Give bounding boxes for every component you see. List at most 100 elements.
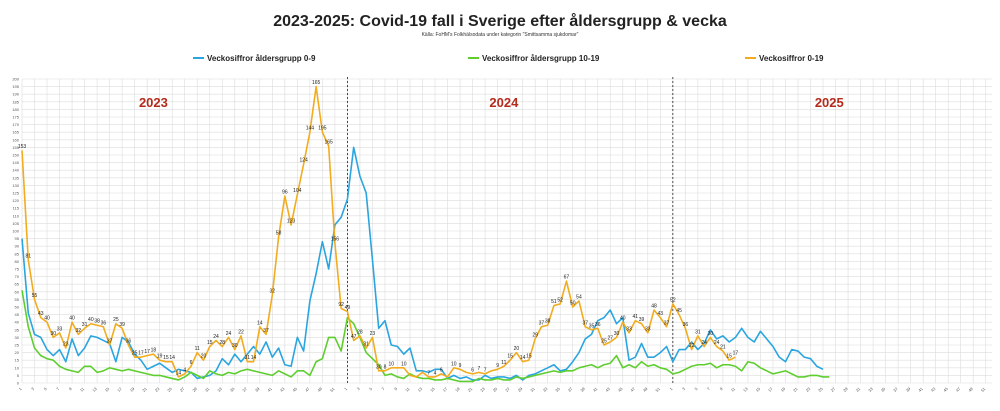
y-tick-label: 175 — [12, 115, 19, 120]
x-tick-label: 15 — [754, 386, 761, 393]
y-tick-label: 40 — [15, 320, 20, 325]
x-tick-label: 39 — [905, 386, 912, 393]
x-tick-label: 29 — [842, 386, 849, 393]
x-tick-label: 17 — [442, 386, 449, 393]
chart-subtitle: Källa: FoHM's Folkhälsodata under katego… — [422, 32, 579, 38]
x-tick-label: 45 — [942, 386, 949, 393]
y-tick-label: 140 — [12, 168, 19, 173]
x-tick-label: 13 — [417, 386, 424, 393]
data-label: 31 — [695, 329, 701, 335]
data-label: 33 — [57, 326, 63, 332]
data-label: 4 — [183, 367, 186, 373]
data-label: 48 — [651, 304, 657, 310]
x-tick-label: 11 — [404, 386, 411, 393]
data-label: 30 — [51, 331, 57, 337]
data-label: 39 — [639, 317, 645, 323]
data-label: 37 — [582, 320, 588, 326]
data-label: 165 — [312, 80, 321, 86]
data-label: 28 — [357, 329, 363, 335]
x-tick-label: 27 — [179, 386, 186, 393]
data-label: 24 — [226, 331, 232, 337]
y-tick-label: 55 — [15, 297, 20, 302]
x-tick-label: 5 — [43, 386, 49, 392]
y-tick-label: 130 — [12, 183, 19, 188]
y-tick-label: 80 — [15, 259, 20, 264]
data-label: 15 — [526, 354, 532, 360]
legend-label-0-9: Veckosiffror åldersgrupp 0-9 — [207, 54, 316, 63]
series-line-2 — [21, 85, 736, 378]
data-label: 36 — [126, 339, 132, 345]
data-label: 7 — [427, 370, 430, 376]
x-tick-label: 35 — [229, 386, 236, 393]
data-label: 45 — [676, 308, 682, 314]
data-label: 55 — [32, 293, 38, 299]
x-tick-label: 45 — [617, 386, 624, 393]
x-tick-label: 31 — [529, 386, 536, 393]
data-label: 9 — [459, 363, 462, 369]
x-tick-label: 37 — [567, 386, 574, 393]
data-label: 39 — [119, 322, 125, 328]
data-label: 40 — [44, 316, 50, 322]
data-label: 10 — [401, 361, 407, 367]
data-label: 22 — [238, 329, 244, 335]
x-tick-label: 7 — [381, 386, 387, 392]
data-label: 31 — [82, 322, 88, 328]
y-tick-label: 145 — [12, 160, 19, 165]
data-label: 17 — [733, 351, 739, 357]
data-label: 20 — [201, 354, 207, 360]
data-label: 30 — [708, 331, 714, 337]
data-label: 47 — [351, 334, 357, 340]
y-tick-label: 120 — [12, 198, 19, 203]
x-tick-label: 13 — [742, 386, 749, 393]
x-tick-label: 1 — [668, 386, 674, 392]
x-tick-label: 39 — [579, 386, 586, 393]
data-label: 195 — [318, 126, 327, 132]
x-tick-label: 51 — [980, 386, 987, 393]
x-tick-label: 9 — [393, 386, 399, 392]
x-tick-label: 47 — [955, 386, 962, 393]
data-label: 43 — [38, 311, 44, 317]
x-tick-label: 49 — [316, 386, 323, 393]
data-label: 11 — [501, 360, 506, 366]
data-label: 14 — [520, 355, 526, 361]
data-label: 15 — [726, 354, 732, 360]
year-label: 2024 — [489, 95, 519, 110]
data-label: 24 — [714, 340, 720, 346]
data-label: 10 — [388, 361, 394, 367]
data-label: 15 — [507, 354, 513, 360]
year-label: 2025 — [815, 95, 844, 110]
data-label: 30 — [232, 343, 238, 349]
x-tick-label: 41 — [592, 386, 599, 393]
x-tick-label: 5 — [693, 386, 699, 392]
data-label: 37 — [664, 320, 670, 326]
x-tick-label: 25 — [166, 386, 173, 393]
y-tick-label: 75 — [15, 267, 20, 272]
year-dividers — [347, 77, 674, 383]
y-tick-label: 180 — [12, 107, 19, 112]
y-tick-label: 10 — [15, 365, 20, 370]
grid — [21, 78, 992, 384]
data-label: 40 — [69, 316, 75, 322]
y-tick-label: 65 — [15, 282, 20, 287]
x-tick-label: 35 — [880, 386, 887, 393]
y-tick-label: 60 — [15, 289, 20, 294]
data-label: 81 — [25, 253, 31, 259]
data-label: 144 — [306, 126, 315, 132]
data-label: 36 — [683, 322, 689, 328]
data-label: 21 — [720, 345, 726, 351]
x-tick-label: 15 — [429, 386, 436, 393]
x-tick-label: 3 — [681, 386, 687, 392]
x-tick-label: 19 — [454, 386, 461, 393]
x-tick-label: 33 — [542, 386, 549, 393]
y-axis-ticks: 0 5 10 15 20 25 30 35 40 45 50 55 60 65 70 75 80 85 90 95 10… — [12, 77, 19, 386]
data-label: 6 — [190, 360, 193, 366]
data-label: 92 — [338, 302, 344, 308]
data-label: 36 — [595, 322, 601, 328]
x-tick-label: 7 — [55, 386, 61, 392]
x-tick-label: 21 — [467, 386, 474, 393]
y-tick-label: 15 — [15, 358, 20, 363]
x-tick-label: 27 — [504, 386, 511, 393]
x-tick-label: 23 — [805, 386, 812, 393]
data-label: 40 — [88, 317, 94, 323]
x-tick-label: 51 — [654, 386, 661, 393]
